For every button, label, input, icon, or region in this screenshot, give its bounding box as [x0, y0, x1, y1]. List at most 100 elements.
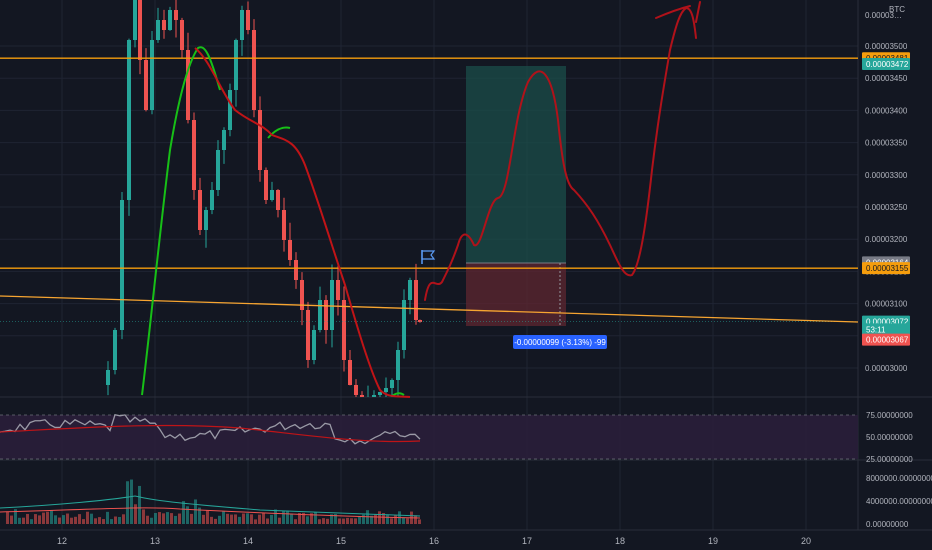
volume-bar: [138, 485, 141, 524]
volume-bar: [306, 516, 309, 524]
date-tick-label: 16: [429, 536, 439, 546]
candle: [258, 96, 262, 182]
volume-bar: [346, 517, 349, 524]
candle: [174, 0, 178, 38]
candle: [264, 167, 268, 205]
volume-bar: [326, 518, 329, 524]
volume-bar: [90, 513, 93, 524]
volume-bar: [126, 481, 129, 524]
price-tick-label: 0.00003450: [865, 74, 908, 83]
volume-bar: [294, 519, 297, 524]
candle: [186, 32, 190, 124]
price-tag: 0.00003472: [862, 58, 910, 71]
volume-bar: [6, 511, 9, 524]
volume-bar: [110, 519, 113, 524]
volume-bar: [82, 519, 85, 524]
svg-text:53:11: 53:11: [866, 325, 886, 334]
volume-bar: [298, 513, 301, 524]
candle: [378, 391, 382, 397]
volume-bar: [286, 510, 289, 524]
volume-bar: [26, 513, 29, 524]
candle: [270, 181, 274, 202]
date-tick-label: 20: [801, 536, 811, 546]
volume-bar: [70, 517, 73, 524]
candle: [228, 83, 232, 137]
rsi-axis: 75.00000000 50.00000000 25.00000000: [866, 411, 913, 464]
position-profit-zone[interactable]: [466, 66, 566, 263]
volume-bar: [58, 517, 61, 524]
date-tick-label: 19: [708, 536, 718, 546]
candle: [354, 379, 358, 397]
volume-bar: [318, 519, 321, 524]
volume-bar: [186, 506, 189, 524]
rsi-tick-label: 25.00000000: [866, 455, 913, 464]
volume-bar: [390, 518, 393, 524]
moving-average-green: [141, 46, 291, 396]
volume-bar: [30, 519, 33, 524]
volume-bar: [382, 513, 385, 524]
candle: [240, 5, 244, 56]
candle: [192, 112, 196, 200]
volume-bar: [218, 515, 221, 524]
volume-bar: [114, 516, 117, 524]
svg-text:0.00003155: 0.00003155: [866, 264, 909, 273]
candle: [276, 189, 280, 218]
candle: [210, 181, 214, 215]
long-position-tool[interactable]: [466, 66, 566, 326]
volume-bar: [314, 512, 317, 524]
date-tick-label: 14: [243, 536, 253, 546]
horizontal-lines[interactable]: [0, 57, 858, 322]
date-axis[interactable]: 12 13 14 15 16 17 18 19 20: [57, 536, 811, 546]
forecast-drawing[interactable]: [424, 1, 701, 301]
position-loss-zone[interactable]: [466, 263, 566, 326]
position-readout-text: -0.00000099 (-3.13%) -99: [514, 338, 606, 347]
date-tick-label: 18: [615, 536, 625, 546]
volume-bar: [418, 519, 421, 524]
candle: [204, 206, 208, 248]
volume-tick-label: 4000000.00000000: [866, 497, 932, 506]
volume-bar: [266, 518, 269, 524]
flag-icon[interactable]: [421, 250, 436, 264]
candle: [133, 0, 137, 48]
price-tag: 0.00003155: [862, 262, 910, 275]
volume-bar: [78, 514, 81, 524]
volume-bar: [322, 518, 325, 524]
volume-bar: [102, 519, 105, 524]
volume-bar: [202, 514, 205, 524]
volume-bar: [142, 509, 145, 524]
volume-bar: [174, 515, 177, 524]
candle: [180, 17, 184, 58]
candle: [360, 391, 364, 397]
volume-pane: [0, 479, 421, 524]
price-tick-label: 0.00003500: [865, 42, 908, 51]
volume-bar: [302, 512, 305, 524]
volume-bar: [222, 510, 225, 524]
candle: [402, 289, 406, 359]
svg-text:0.00003472: 0.00003472: [866, 60, 909, 69]
volume-bar: [118, 517, 121, 524]
volume-bar: [182, 501, 185, 524]
volume-bar: [14, 509, 17, 524]
candle: [246, 1, 250, 35]
volume-bar: [214, 518, 217, 524]
volume-bar: [46, 511, 49, 524]
volume-bar: [338, 518, 341, 524]
volume-bar: [406, 518, 409, 524]
currency-label: BTC: [889, 5, 905, 14]
volume-bar: [34, 514, 37, 524]
trend-line[interactable]: [0, 295, 859, 323]
candle: [294, 252, 298, 289]
volume-bar: [98, 517, 101, 524]
candle: [342, 286, 346, 372]
price-tick-label: 0.00003100: [865, 300, 908, 309]
candle: [414, 263, 418, 325]
price-axis-partial-top: 0.00003…: [865, 11, 902, 20]
volume-bar: [194, 499, 197, 524]
volume-bar: [374, 514, 377, 524]
price-tick-label: 0.00003350: [865, 139, 908, 148]
volume-bar: [22, 517, 25, 524]
volume-axis: 8000000.00000000 4000000.00000000 0.000000…: [866, 474, 932, 529]
date-tick-label: 12: [57, 536, 67, 546]
candle: [127, 38, 131, 216]
